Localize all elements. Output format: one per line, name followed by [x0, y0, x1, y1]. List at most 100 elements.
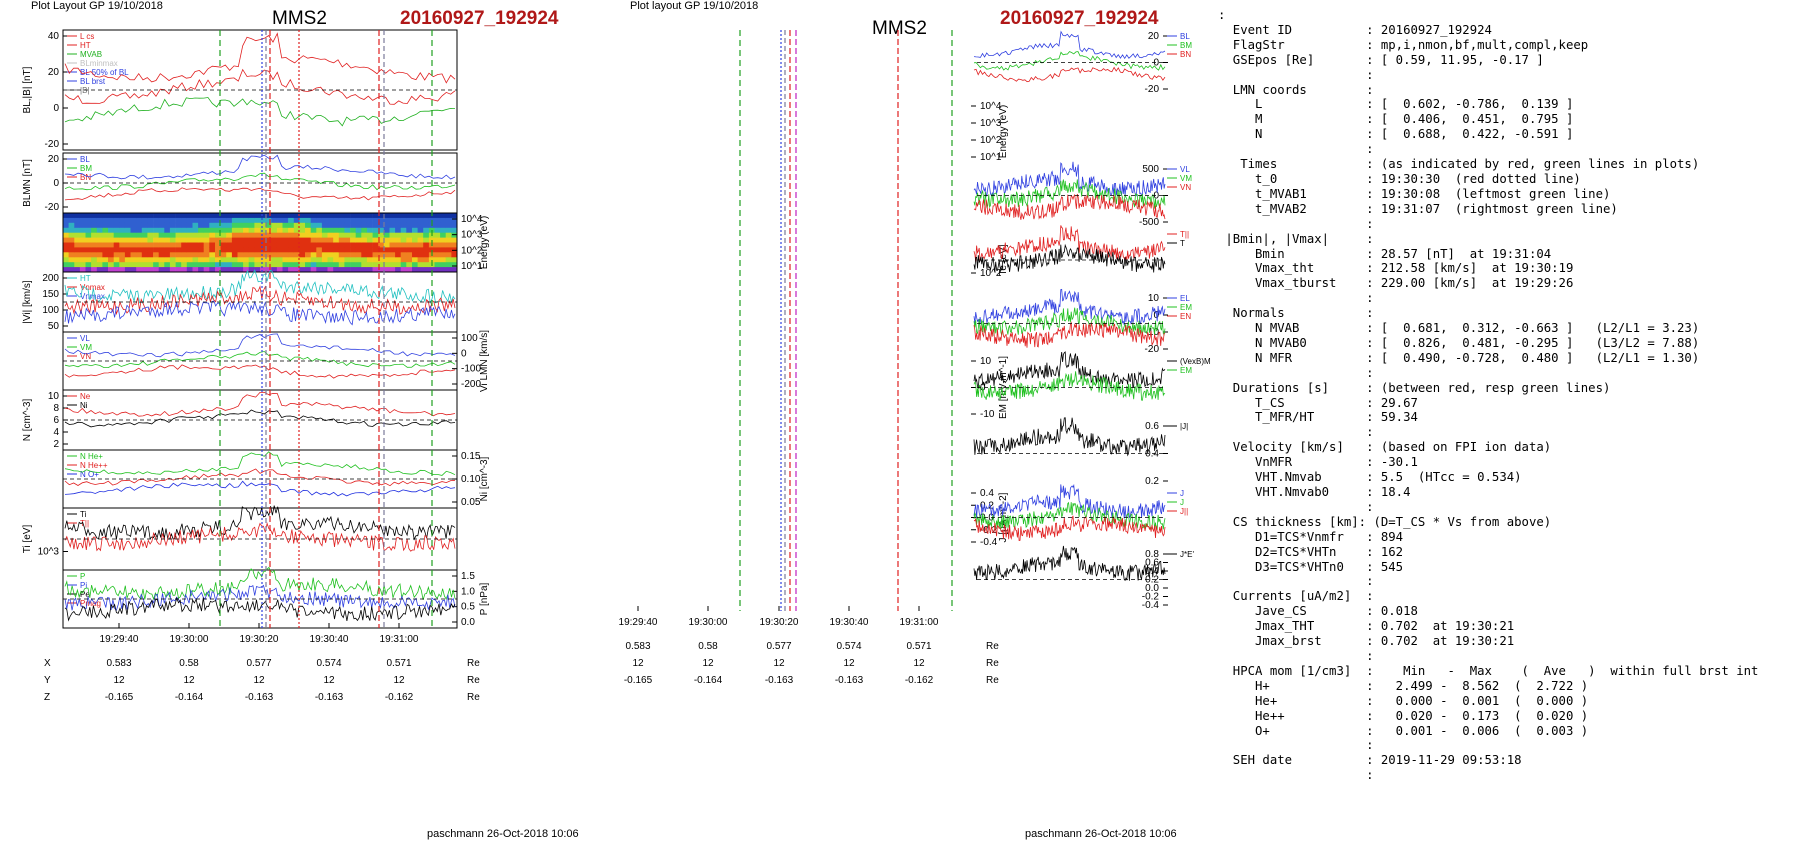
y-tick-label: -0.2: [1142, 592, 1160, 603]
legend-entry: BL: [1180, 32, 1190, 41]
legend-entry: VM: [1180, 174, 1192, 183]
info-line: :: [1218, 425, 1374, 440]
y-tick-label: -200: [461, 379, 481, 390]
coord-value: 0.577: [246, 658, 271, 669]
y-tick-label: -20: [45, 202, 60, 213]
y-tick-label: -20: [1145, 344, 1160, 355]
x-tick-label: 19:30:20: [240, 634, 279, 645]
data-trace: [64, 566, 456, 601]
legend-entry: VL: [80, 334, 90, 343]
legend-entry: EM: [1180, 366, 1192, 375]
data-trace: [64, 391, 456, 417]
coord-value: -0.164: [175, 692, 204, 703]
y-tick-label: 0.6: [1145, 421, 1159, 432]
data-trace: [64, 521, 456, 552]
y-axis-label: BL,|B| [nT]: [22, 66, 33, 113]
y-tick-label: 10: [1148, 293, 1160, 304]
y-tick-label: 0.05: [461, 497, 481, 508]
info-line: CS thickness [km]: (D=T_CS * Vs from abo…: [1218, 514, 1552, 529]
coord-value: 0.58: [698, 641, 718, 652]
right-plot-label: Plot layout GP 19/10/2018: [630, 0, 759, 12]
legend-entry: Pmag: [80, 599, 101, 608]
left-footer: paschmann 26-Oct-2018 10:06: [427, 828, 579, 840]
y-tick-label: 100: [461, 333, 478, 344]
data-trace: [64, 468, 456, 487]
legend-entry: BN: [1180, 50, 1191, 59]
y-tick-label: 50: [48, 321, 60, 332]
y-tick-label: 4: [53, 427, 59, 438]
data-trace: [64, 154, 456, 180]
y-tick-label: 0.0: [1145, 583, 1159, 594]
coord-value: 12: [702, 658, 714, 669]
legend-entry: J: [1180, 489, 1184, 498]
info-line: Times : (as indicated by red, green line…: [1218, 157, 1700, 172]
info-line: :: [1218, 499, 1374, 514]
coord-value: 0.574: [316, 658, 341, 669]
right-footer: paschmann 26-Oct-2018 10:06: [1025, 828, 1177, 840]
y-tick-label: 10^2: [980, 135, 1002, 146]
info-line: :: [1218, 142, 1374, 157]
data-trace: [64, 364, 456, 379]
coord-unit: Re: [467, 692, 480, 703]
y-tick-label: -10: [1145, 327, 1160, 338]
coord-value: 12: [183, 675, 195, 686]
coord-value: 12: [632, 658, 644, 669]
event-summary-text: : Event ID : 20160927_192924 FlagStr : m…: [1218, 8, 1758, 783]
y-tick-label: 10^3: [38, 547, 60, 558]
legend-entry: BN: [80, 173, 91, 182]
y-tick-label: 0.0: [461, 617, 475, 628]
data-trace: [973, 371, 1166, 401]
coord-value: 0.583: [625, 641, 650, 652]
info-line: VHT.Nmvab0 : 18.4: [1218, 485, 1411, 499]
legend-entry: VL: [1180, 165, 1190, 174]
legend-entry: EM: [1180, 303, 1192, 312]
coord-unit: Re: [467, 675, 480, 686]
info-line: Bmin : 28.57 [nT] at 19:31:04: [1218, 246, 1552, 261]
y-axis-label: |Vi| [km/s]: [22, 280, 33, 324]
x-tick-label: 19:30:20: [760, 617, 799, 628]
legend-entry: T||: [80, 519, 89, 528]
y-tick-label: 10^3: [461, 230, 483, 241]
coord-value: -0.165: [624, 675, 653, 686]
coord-label: Z: [44, 692, 50, 703]
left-plot-label: Plot Layout GP 19/10/2018: [31, 0, 163, 12]
info-line: |Bmin|, |Vmax| :: [1218, 231, 1374, 246]
info-line: :: [1218, 574, 1374, 589]
info-line: t_MVAB1 : 19:30:08 (leftmost green line): [1218, 186, 1611, 201]
y-tick-label: -20: [1145, 84, 1160, 95]
y-tick-label: 0.0: [980, 513, 994, 524]
coord-unit: Re: [467, 658, 480, 669]
data-trace: [64, 269, 456, 305]
info-line: N MFR : [ 0.490, -0.728, 0.480 ] (L2/L1 …: [1218, 350, 1700, 365]
legend-entry: J||: [1180, 507, 1188, 516]
coord-unit: Re: [986, 675, 999, 686]
data-trace: [64, 68, 456, 105]
coord-value: 12: [323, 675, 335, 686]
y-tick-label: 0: [461, 348, 467, 359]
info-line: t_MVAB2 : 19:31:07 (rightmost green line…: [1218, 201, 1618, 216]
y-tick-label: 0.5: [461, 602, 475, 613]
x-tick-label: 19:30:00: [170, 634, 209, 645]
legend-entry: BLminmax: [80, 59, 118, 68]
legend-entry: Ne: [80, 392, 91, 401]
info-line: :: [1218, 738, 1374, 753]
data-trace: [973, 161, 1166, 198]
y-tick-label: 0.15: [461, 451, 481, 462]
data-trace: [973, 321, 1166, 348]
right-event-id: 20160927_192924: [1000, 8, 1159, 29]
info-line: :: [1218, 67, 1374, 82]
y-tick-label: 0.2: [1145, 476, 1159, 487]
coord-value: 12: [113, 675, 125, 686]
y-tick-label: 0.2: [980, 500, 994, 511]
y-tick-label: 10^3: [980, 118, 1002, 129]
info-line: :: [1218, 291, 1374, 306]
coord-value: 0.571: [906, 641, 931, 652]
y-tick-label: 10^2: [980, 268, 1002, 279]
y-tick-label: 10: [980, 356, 992, 367]
legend-entry: N He++: [80, 461, 108, 470]
y-tick-label: 0.2: [1145, 575, 1159, 586]
y-tick-label: -0.4: [1142, 600, 1160, 611]
coord-value: -0.162: [905, 675, 934, 686]
info-line: Velocity [km/s] : (based on FPI ion data…: [1218, 440, 1552, 455]
info-line: Jave_CS : 0.018: [1218, 604, 1418, 619]
